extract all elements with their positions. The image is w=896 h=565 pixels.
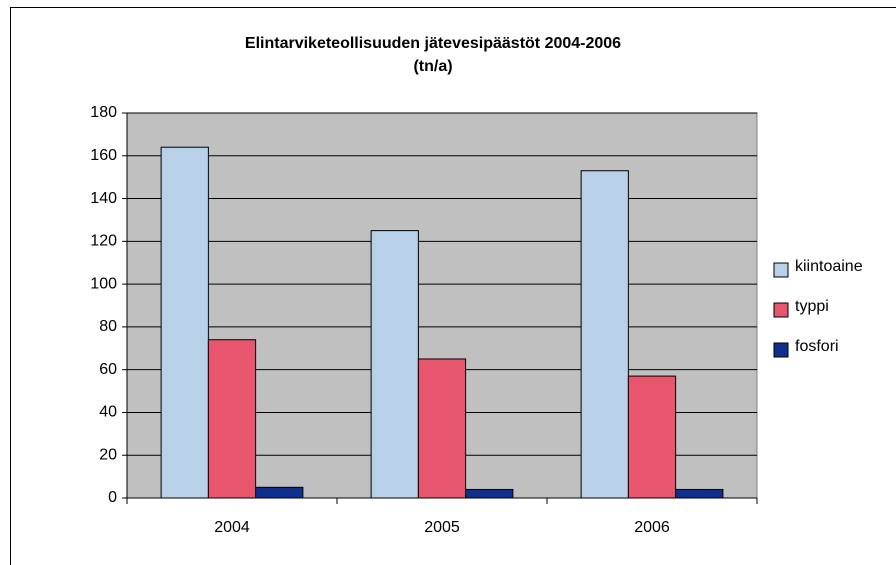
bar: [255, 486, 304, 499]
bar: [417, 358, 467, 499]
x-tick-label: 2004: [214, 519, 250, 536]
legend-swatch: [773, 262, 789, 278]
y-tick-label: 60: [99, 361, 117, 378]
bar: [465, 488, 514, 499]
bar: [207, 339, 257, 499]
chart-subtitle: (tn/a): [413, 58, 452, 75]
y-tick-label: 180: [90, 104, 117, 121]
y-tick-label: 80: [99, 318, 117, 335]
legend-label: fosfori: [795, 338, 839, 355]
legend-swatch: [773, 302, 789, 318]
y-tick-label: 0: [108, 489, 117, 506]
y-tick-label: 20: [99, 446, 117, 463]
x-tick-label: 2006: [634, 519, 670, 536]
bar: [627, 375, 677, 499]
chart-title: Elintarviketeollisuuden jätevesipäästöt …: [245, 35, 621, 52]
legend-label: kiintoaine: [795, 258, 863, 275]
bar: [370, 230, 419, 499]
y-tick-label: 140: [90, 190, 117, 207]
legend-swatch: [773, 342, 789, 358]
x-tick-label: 2005: [424, 519, 460, 536]
legend-label: typpi: [795, 298, 829, 315]
y-tick-label: 120: [90, 233, 117, 250]
bar: [675, 488, 724, 499]
bar: [580, 170, 629, 499]
y-tick-label: 160: [90, 147, 117, 164]
y-tick-label: 100: [90, 275, 117, 292]
bar: [160, 146, 209, 499]
y-tick-label: 40: [99, 404, 117, 421]
